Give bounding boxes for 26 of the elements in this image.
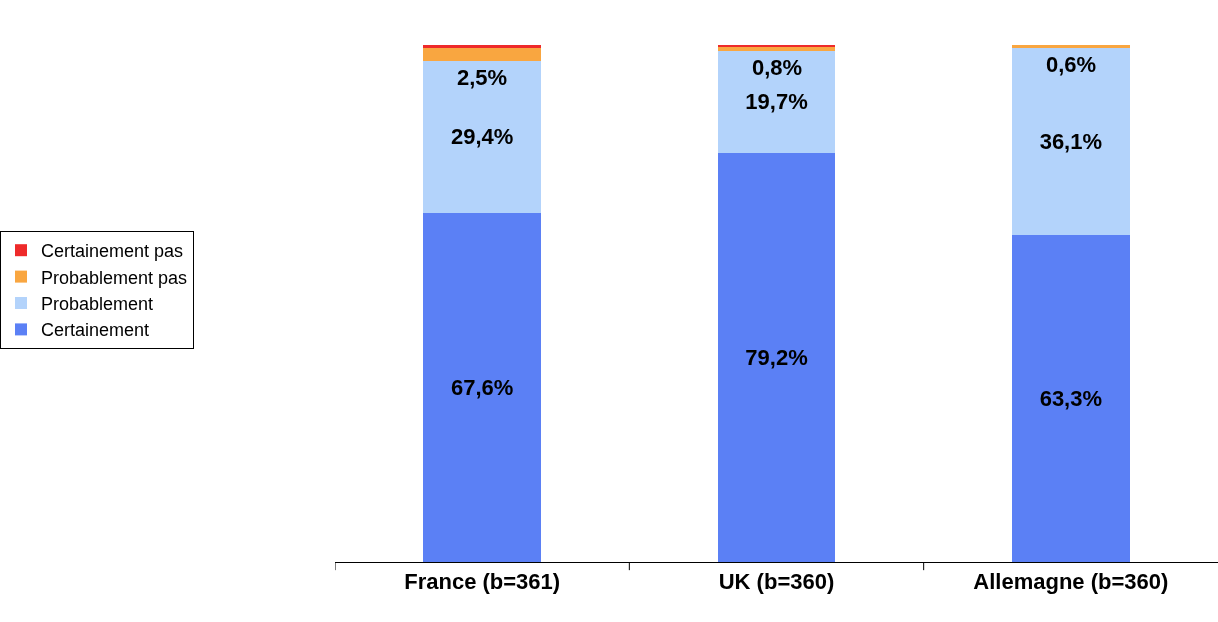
data-label: 36,1% [1039,129,1103,155]
legend-label: Probablement pas [41,267,188,288]
x-tick-label: France (b=361) [404,569,561,595]
bar [423,60,542,213]
legend-label: Probablement [41,294,154,315]
data-label: 2,5% [457,65,508,90]
bar [423,47,542,61]
bar [423,212,542,562]
bar [423,45,542,48]
bar [717,50,836,153]
data-label: 79,2% [745,344,808,370]
legend-label: Certainement pas [41,241,184,262]
bar [1011,48,1130,235]
x-tick-label: UK (b=360) [718,569,835,595]
data-label: 19,7% [745,89,808,115]
bar [1011,234,1130,562]
legend-label: Certainement [41,320,150,341]
data-label: 0,6% [1046,52,1097,77]
x-tick-label: Allemagne (b=360) [973,569,1169,595]
data-label: 29,4% [450,124,514,150]
data-label: 67,6% [450,374,514,400]
bar [717,46,836,51]
data-label: 63,3% [1039,385,1103,411]
bar [1011,45,1130,49]
bar [717,152,836,562]
data-label: 0,8% [752,55,803,80]
